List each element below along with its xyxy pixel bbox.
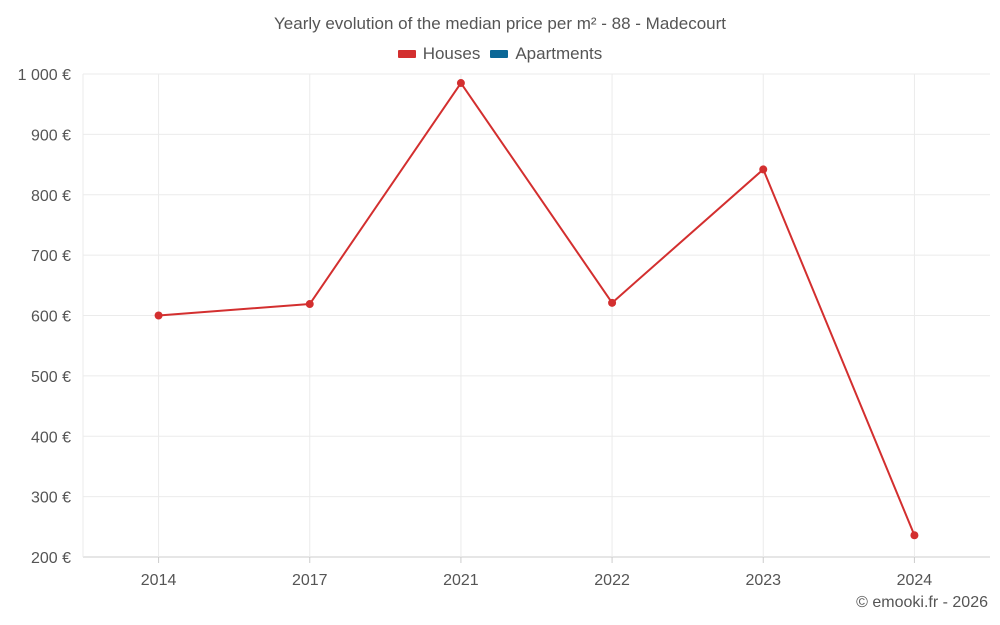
- y-tick-label: 700 €: [31, 248, 71, 265]
- legend-item-apartments[interactable]: Apartments: [490, 44, 602, 64]
- credit-text: © emooki.fr - 2026: [856, 594, 988, 611]
- y-tick-label: 800 €: [31, 188, 71, 205]
- legend-swatch-houses: [397, 50, 416, 58]
- series-line-houses: [158, 82, 916, 536]
- data-point-houses: [305, 300, 314, 309]
- y-tick-label: 300 €: [31, 490, 71, 507]
- x-tick-label: 2017: [292, 572, 328, 589]
- data-point-houses: [910, 531, 919, 540]
- y-tick-label: 600 €: [31, 309, 71, 326]
- data-point-houses: [608, 298, 617, 307]
- data-point-houses: [456, 79, 465, 88]
- legend-label-houses: Houses: [422, 44, 481, 63]
- x-tick-label: 2022: [594, 572, 630, 589]
- data-point-houses: [154, 311, 163, 320]
- x-tick-label: 2023: [745, 572, 781, 589]
- y-tick-label: 400 €: [31, 429, 71, 446]
- y-tick-label: 900 €: [31, 127, 71, 144]
- legend-label-apartments: Apartments: [515, 44, 603, 63]
- chart-title: Yearly evolution of the median price per…: [274, 14, 726, 33]
- y-tick-label: 200 €: [31, 550, 71, 567]
- x-tick-label: 2024: [897, 572, 933, 589]
- y-tick-label: 1 000 €: [18, 67, 71, 84]
- legend-item-houses[interactable]: Houses: [397, 44, 481, 64]
- legend-swatch-apartments: [490, 50, 509, 58]
- y-tick-label: 500 €: [31, 369, 71, 386]
- x-tick-label: 2021: [443, 572, 479, 589]
- legend: Houses Apartments: [0, 44, 1000, 64]
- x-tick-label: 2014: [141, 572, 177, 589]
- data-point-houses: [759, 165, 768, 174]
